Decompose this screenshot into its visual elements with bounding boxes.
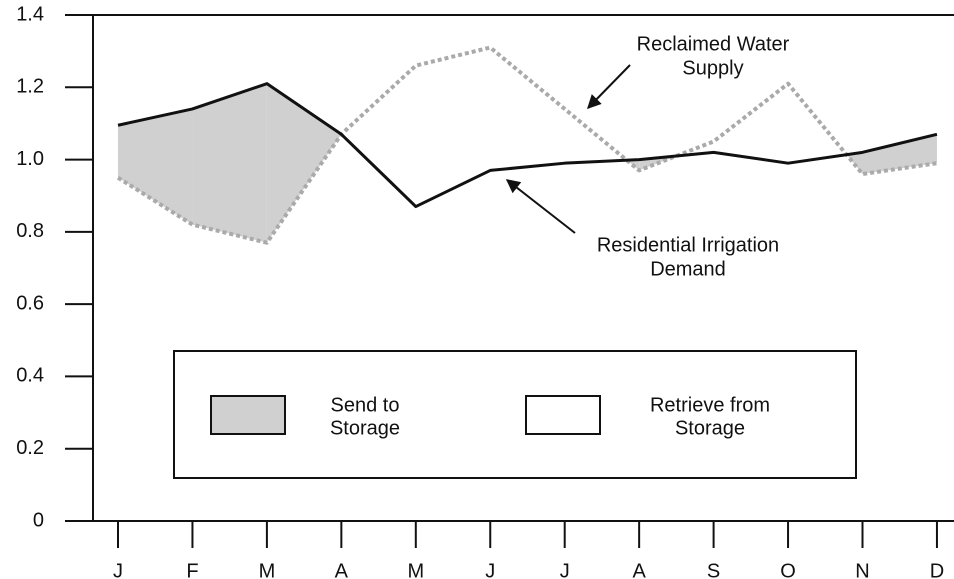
- fill-segment: [192, 83, 267, 243]
- x-tick-label: A: [632, 560, 646, 579]
- lines: [116, 45, 938, 245]
- y-tick-label: 1.2: [16, 76, 44, 98]
- legend-swatch: [525, 395, 601, 435]
- storage-fill: [118, 83, 937, 243]
- x-tick-label: M: [407, 560, 424, 579]
- y-tick-label: 0.2: [16, 437, 44, 459]
- legend-label: Retrieve from: [650, 394, 770, 416]
- legend-label: Storage: [675, 417, 745, 439]
- series-line: [117, 82, 938, 209]
- x-tick-label: D: [930, 560, 944, 579]
- x-tick-label: J: [485, 560, 495, 579]
- y-tick-label: 0: [33, 509, 44, 531]
- y-tick-label: 0.4: [16, 365, 44, 387]
- x-tick-label: F: [186, 560, 198, 579]
- x-tick-label: M: [259, 560, 276, 579]
- arrow: [505, 179, 576, 234]
- legend-label: Storage: [330, 417, 400, 439]
- legend-swatch: [210, 395, 286, 435]
- x-tick-label: J: [560, 560, 570, 579]
- arrow: [587, 64, 631, 110]
- y-tick-label: 0.6: [16, 292, 44, 314]
- annotation: Reclaimed Water: [637, 33, 790, 55]
- annotation: Supply: [682, 57, 743, 79]
- x-tick-label: J: [113, 560, 123, 579]
- x-tick-label: O: [780, 560, 796, 579]
- legend-box: [173, 350, 857, 479]
- x-tick-label: A: [335, 560, 349, 579]
- y-tick-label: 1.0: [16, 148, 44, 170]
- y-tick-label: 0.8: [16, 220, 44, 242]
- x-tick-label: N: [855, 560, 869, 579]
- legend-label: Send to: [331, 394, 400, 416]
- fill-segment: [118, 108, 193, 225]
- annotation: Demand: [650, 258, 726, 280]
- annotation: Residential Irrigation: [597, 234, 779, 256]
- y-tick-label: 1.4: [16, 3, 44, 25]
- x-tick-label: S: [707, 560, 720, 579]
